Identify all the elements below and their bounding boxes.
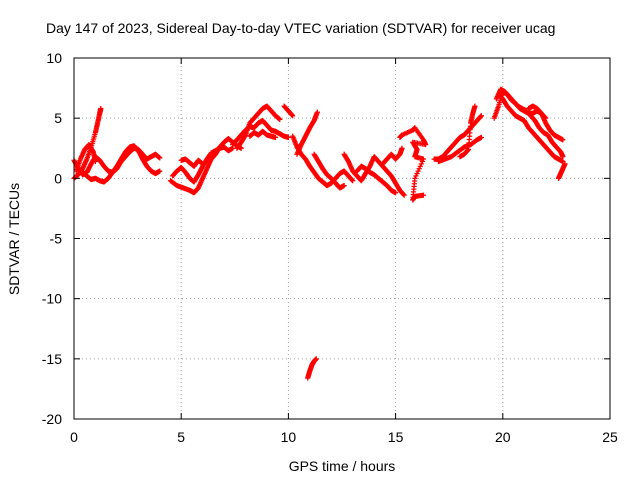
data-point: [543, 115, 549, 121]
data-point: [313, 356, 319, 362]
data-point: [562, 161, 568, 167]
data-point: [414, 170, 420, 177]
data-point: [419, 158, 425, 165]
data-point: [415, 168, 421, 174]
x-tick-label: 20: [495, 429, 511, 445]
data-point: [472, 103, 478, 109]
data-point: [200, 161, 206, 167]
data-point: [401, 192, 407, 198]
data-point: [413, 173, 419, 179]
data-point: [341, 182, 347, 189]
data-point: [290, 113, 296, 119]
y-tick-label: -10: [42, 291, 62, 307]
data-point: [393, 190, 399, 196]
data-point: [560, 137, 566, 143]
data-point: [98, 105, 104, 112]
data-point: [417, 163, 423, 169]
x-axis-label: GPS time / hours: [289, 458, 396, 474]
data-point: [478, 134, 484, 141]
data-point: [92, 158, 99, 165]
y-tick-label: 5: [54, 110, 62, 126]
data-point: [478, 113, 484, 119]
x-tick-label: 25: [602, 429, 618, 445]
y-axis-label: SDTVAR / TECUs: [6, 183, 22, 295]
y-tick-label: -20: [42, 411, 62, 427]
data-point: [416, 166, 422, 172]
x-tick-label: 10: [281, 429, 297, 445]
data-point: [420, 192, 427, 198]
y-tick-label: 10: [46, 50, 62, 66]
y-tick-label: -5: [50, 231, 63, 247]
data-point: [399, 145, 405, 151]
data-point: [157, 155, 163, 161]
data-point: [277, 116, 283, 122]
chart-title: Day 147 of 2023, Sidereal Day-to-day VTE…: [46, 20, 555, 36]
data-point: [350, 178, 356, 184]
data-point: [272, 134, 279, 141]
x-tick-label: 5: [177, 429, 185, 445]
data-point: [420, 156, 427, 162]
data-point: [285, 134, 291, 141]
x-tick-label: 0: [70, 429, 78, 445]
y-tick-label: -15: [42, 351, 62, 367]
data-point: [157, 168, 163, 174]
data-point: [560, 154, 566, 160]
axis-ticks: 0 5 10 15 20 25 -20 -15 -10 -5 0 5 10: [42, 50, 618, 445]
data-points: [71, 86, 568, 381]
data-point: [314, 109, 320, 115]
x-tick-label: 15: [388, 429, 404, 445]
grid: [74, 58, 610, 419]
y-tick-label: 0: [54, 170, 62, 186]
data-point: [418, 161, 424, 167]
